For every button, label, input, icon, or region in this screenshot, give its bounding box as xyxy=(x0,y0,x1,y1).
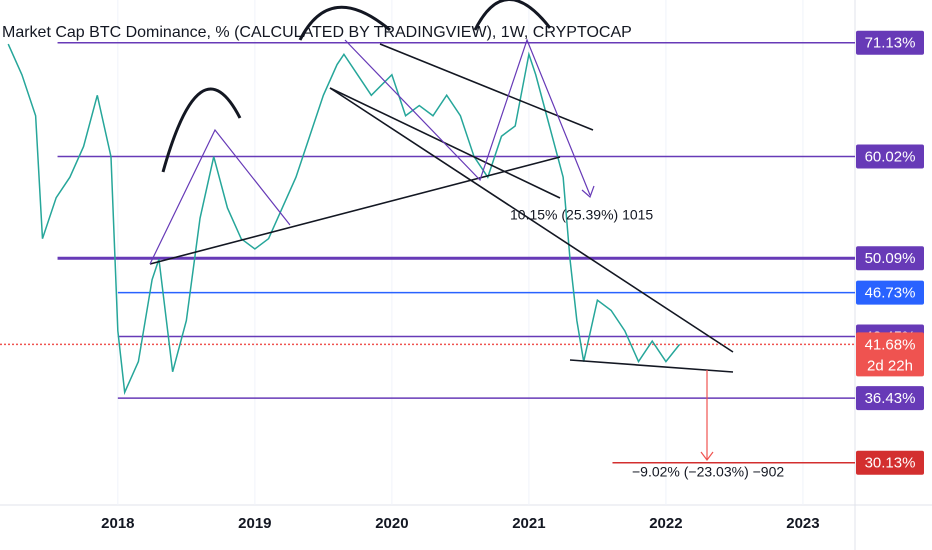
chart-title: Market Cap BTC Dominance, % (CALCULATED … xyxy=(2,24,632,41)
price-label: 71.13% xyxy=(865,35,916,52)
arrow-head xyxy=(581,185,595,199)
x-tick-label: 2018 xyxy=(101,515,134,532)
price-label-box xyxy=(856,332,924,377)
trendline xyxy=(149,156,561,265)
trendline xyxy=(569,359,734,373)
countdown-label: 2d 22h xyxy=(867,357,913,374)
x-tick-label: 2022 xyxy=(649,515,682,532)
x-tick-label: 2020 xyxy=(375,515,408,532)
price-label: 50.09% xyxy=(865,250,916,267)
price-label: 30.13% xyxy=(865,455,916,472)
annotation: −9.02% (−23.03%) −902 xyxy=(632,464,784,480)
price-label-box xyxy=(856,246,924,271)
drawings xyxy=(149,0,734,461)
price-label-box xyxy=(856,144,924,169)
arrow-head xyxy=(700,451,714,461)
hand-drawn-arc xyxy=(473,0,552,31)
x-tick-label: 2021 xyxy=(512,515,545,532)
annotation: 10.15% (25.39%) 1015 xyxy=(510,207,653,223)
x-tick-label: 2023 xyxy=(786,515,819,532)
price-label: 41.68% xyxy=(865,336,916,353)
projection-path xyxy=(344,38,591,196)
projection-path xyxy=(149,128,291,265)
hand-drawn-arc xyxy=(161,87,242,173)
price-label-box xyxy=(856,386,924,411)
price-label-box xyxy=(856,30,924,55)
x-tick-label: 2019 xyxy=(238,515,271,532)
trendline xyxy=(329,87,734,353)
price-line xyxy=(7,43,681,396)
price-label-box xyxy=(856,450,924,475)
price-label: 46.73% xyxy=(865,285,916,302)
price-label-box xyxy=(856,280,924,305)
price-label: 36.43% xyxy=(865,390,916,407)
hand-drawn-arc xyxy=(298,5,391,41)
data-layer xyxy=(0,0,855,505)
price-label: 60.02% xyxy=(865,148,916,165)
